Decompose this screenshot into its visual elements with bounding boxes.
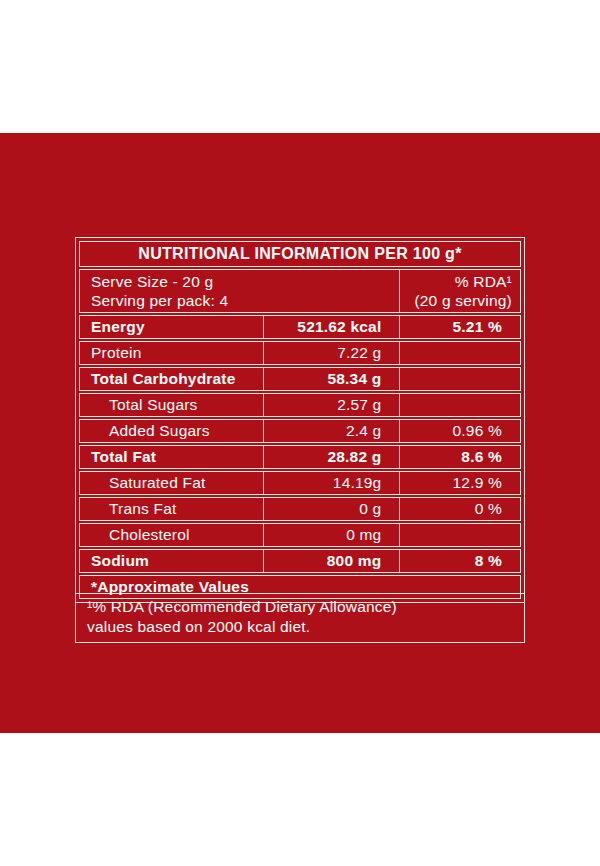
serve-size-text: Serve Size - 20 g — [91, 272, 213, 291]
nutrient-row-total-sugars: Total Sugars 2.57 g — [79, 393, 521, 417]
nutrient-label: Total Sugars — [80, 394, 263, 416]
nutrient-amount: 0 g — [263, 498, 400, 520]
serve-info: Serve Size - 20 g Serving per pack: 4 — [80, 270, 399, 312]
nutrient-row-added-sugars: Added Sugars 2.4 g 0.96 % — [79, 419, 521, 443]
nutrient-amount: 2.4 g — [263, 420, 400, 442]
nutrient-label: Trans Fat — [80, 498, 263, 520]
nutrient-row-sodium: Sodium 800 mg 8 % — [79, 549, 521, 573]
nutrient-label: Saturated Fat — [80, 472, 263, 494]
rda-footnote-line2: values based on 2000 kcal diet. — [87, 617, 514, 637]
label-panel: NUTRITIONAL INFORMATION PER 100 g* Serve… — [0, 133, 600, 733]
rda-header-line2: (20 g serving) — [414, 291, 512, 310]
nutrient-rda: 8.6 % — [399, 446, 520, 468]
serve-info-row: Serve Size - 20 g Serving per pack: 4 % … — [79, 269, 521, 313]
nutrient-row-total-carbohydrate: Total Carbohydrate 58.34 g — [79, 367, 521, 391]
nutrition-table: NUTRITIONAL INFORMATION PER 100 g* Serve… — [75, 237, 525, 603]
nutrient-rda: 5.21 % — [399, 316, 520, 338]
nutrient-rda: 0.96 % — [399, 420, 520, 442]
nutrient-rda — [399, 524, 520, 546]
nutrient-row-trans-fat: Trans Fat 0 g 0 % — [79, 497, 521, 521]
table-title: NUTRITIONAL INFORMATION PER 100 g* — [80, 242, 520, 266]
nutrient-row-protein: Protein 7.22 g — [79, 341, 521, 365]
nutrient-label: Cholesterol — [80, 524, 263, 546]
nutrient-label: Protein — [80, 342, 263, 364]
rda-footnote-box: ¹% RDA (Recommended Dietary Allowance) v… — [75, 593, 525, 643]
nutrient-rda: 8 % — [399, 550, 520, 572]
nutrient-rda — [399, 342, 520, 364]
table-title-row: NUTRITIONAL INFORMATION PER 100 g* — [79, 241, 521, 267]
nutrient-label: Added Sugars — [80, 420, 263, 442]
nutrient-amount: 58.34 g — [263, 368, 400, 390]
nutrient-amount: 28.82 g — [263, 446, 400, 468]
nutrient-amount: 521.62 kcal — [263, 316, 400, 338]
nutrient-label: Energy — [80, 316, 263, 338]
nutrient-row-energy: Energy 521.62 kcal 5.21 % — [79, 315, 521, 339]
nutrient-label: Total Carbohydrate — [80, 368, 263, 390]
nutrient-amount: 14.19g — [263, 472, 400, 494]
nutrient-label: Total Fat — [80, 446, 263, 468]
serving-per-pack-text: Serving per pack: 4 — [91, 291, 228, 310]
nutrient-amount: 0 mg — [263, 524, 400, 546]
page-background: NUTRITIONAL INFORMATION PER 100 g* Serve… — [0, 0, 600, 866]
nutrient-label: Sodium — [80, 550, 263, 572]
rda-header-line1: % RDA¹ — [455, 272, 512, 291]
rda-column-header: % RDA¹ (20 g serving) — [399, 270, 520, 312]
nutrient-rda: 0 % — [399, 498, 520, 520]
nutrient-row-saturated-fat: Saturated Fat 14.19g 12.9 % — [79, 471, 521, 495]
nutrient-amount: 800 mg — [263, 550, 400, 572]
nutrient-rda — [399, 394, 520, 416]
nutrient-row-total-fat: Total Fat 28.82 g 8.6 % — [79, 445, 521, 469]
nutrient-rda: 12.9 % — [399, 472, 520, 494]
nutrient-amount: 7.22 g — [263, 342, 400, 364]
nutrient-amount: 2.57 g — [263, 394, 400, 416]
rda-footnote-line1: ¹% RDA (Recommended Dietary Allowance) — [87, 597, 514, 617]
nutrient-rda — [399, 368, 520, 390]
nutrient-row-cholesterol: Cholesterol 0 mg — [79, 523, 521, 547]
